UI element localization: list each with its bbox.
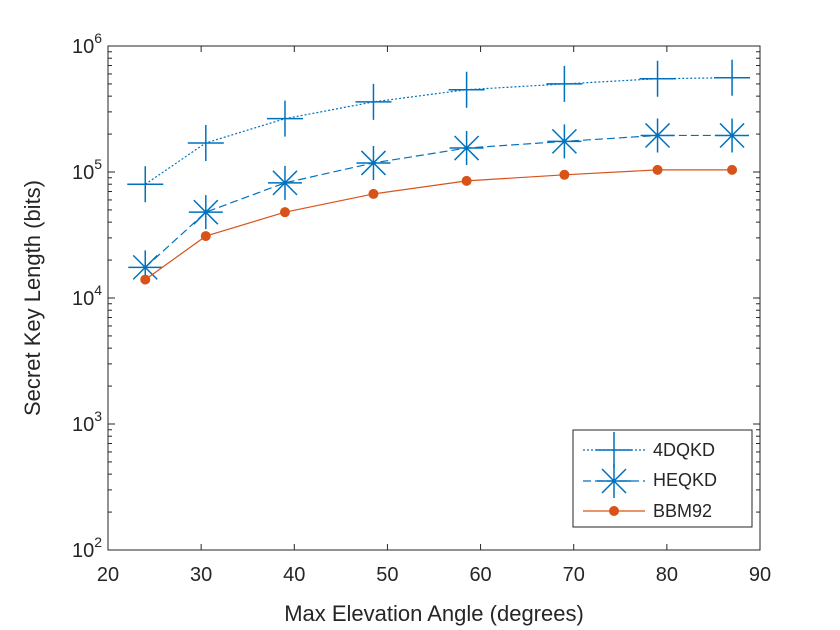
y-tick-label: 103 [72,408,102,436]
x-tick-label: 50 [376,564,398,586]
data-point-4dqkd [546,65,583,102]
y-axis-title: Secret Key Length (bits) [20,180,45,416]
legend-marker-4dqkd [596,432,632,468]
data-point-bbm92 [652,164,663,175]
x-tick-label: 40 [283,564,305,586]
data-point-bbm92 [140,274,151,285]
series-line-heqkd [144,134,733,268]
data-point-4dqkd [714,59,751,96]
legend-marker-bbm92 [609,506,619,516]
data-point-heqkd [449,131,484,166]
series-line-4dqkd [144,77,733,185]
data-point-heqkd [128,250,163,285]
data-point-heqkd [356,145,391,180]
y-tick-label: 106 [72,30,102,58]
y-tick-label: 102 [72,534,102,562]
series-line-bbm92 [144,169,733,281]
data-point-heqkd [267,165,302,200]
data-point-heqkd [715,118,750,153]
legend-label-4dqkd: 4DQKD [653,440,715,460]
tick-labels: 20 30 40 50 60 70 80 90 102 103 104 105 106 [72,30,771,586]
x-tick-label: 80 [656,564,678,586]
data-point-bbm92 [279,207,290,218]
data-point-bbm92 [200,231,211,242]
data-point-4dqkd [355,83,392,120]
y-tick-label: 105 [72,156,102,184]
x-tick-label: 20 [97,564,119,586]
legend: 4DQKD HEQKD BBM92 [572,429,753,528]
legend-marker-heqkd [597,464,631,498]
data-point-4dqkd [266,100,303,137]
data-point-heqkd [188,195,223,230]
legend-label-heqkd: HEQKD [653,470,717,490]
data-point-bbm92 [559,169,570,180]
data-point-heqkd [547,124,582,159]
data-point-4dqkd [187,124,224,161]
legend-samples [583,432,645,516]
series-layer [127,59,751,285]
y-tick-label: 104 [72,282,102,310]
legend-label-bbm92: BBM92 [653,501,712,521]
x-tick-label: 70 [563,564,585,586]
x-tick-label: 90 [749,564,771,586]
x-tick-label: 60 [469,564,491,586]
axes-layer [107,45,761,551]
data-point-bbm92 [368,188,379,199]
data-point-4dqkd [448,71,485,108]
data-point-heqkd [640,118,675,153]
x-tick-label: 30 [190,564,212,586]
x-axis-title: Max Elevation Angle (degrees) [284,601,584,626]
data-point-4dqkd [639,60,676,97]
data-point-bbm92 [461,175,472,186]
data-point-bbm92 [727,164,738,175]
data-point-4dqkd [127,166,164,203]
